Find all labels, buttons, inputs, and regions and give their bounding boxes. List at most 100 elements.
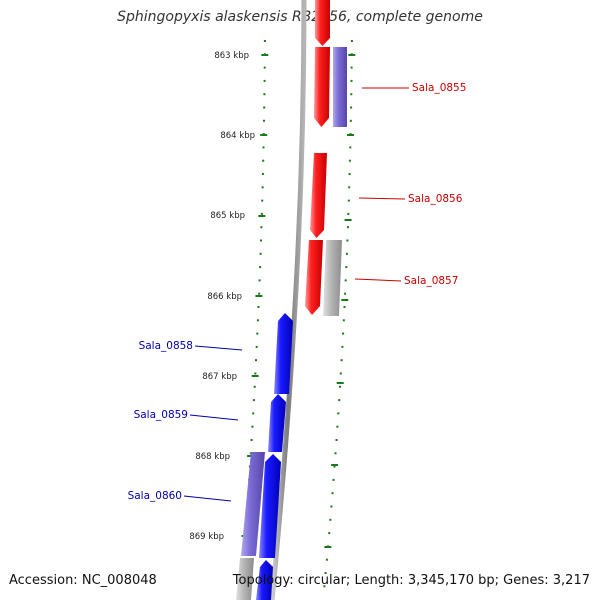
tick-dot (255, 345, 258, 348)
tick-major (347, 134, 354, 136)
tick-major (344, 219, 352, 221)
tick-dot (346, 239, 349, 242)
gene-leader-lines (183, 87, 409, 502)
gene-sala-0857[interactable] (305, 240, 323, 315)
gene-sala-0855[interactable] (314, 47, 330, 127)
tick-dot (261, 199, 264, 202)
tick-major (247, 455, 255, 457)
tick-dot (348, 159, 351, 162)
gene-sala-0859[interactable] (268, 394, 286, 452)
tick-label: 865 kbp (210, 211, 245, 221)
gene-reverse-bottom[interactable] (256, 560, 273, 600)
tick-major (331, 464, 339, 466)
length-label: Length: (354, 573, 404, 588)
tick-major (251, 375, 259, 377)
tick-dot (342, 332, 345, 335)
tick-dot (338, 399, 341, 402)
tick-dot (331, 492, 334, 495)
gene-sala-0860[interactable] (259, 454, 281, 558)
gene-label-sala-0858[interactable]: Sala_0858 (139, 340, 193, 352)
tick-dot (329, 518, 332, 521)
tick-dot (347, 199, 350, 202)
tick-dot (344, 292, 347, 295)
accession-label: Accession: (9, 573, 78, 588)
tick-dot (348, 186, 351, 189)
tick-dot (341, 345, 344, 348)
gene-sala-0856[interactable] (310, 153, 327, 238)
gene-other-purple-2[interactable] (241, 452, 265, 556)
tick-dot (350, 93, 353, 96)
gene-label-sala-0855[interactable]: Sala_0855 (412, 82, 466, 94)
tick-dot (254, 372, 257, 375)
tick-dot (253, 385, 256, 388)
tick-dot (263, 40, 266, 42)
gene-other-gray-2[interactable] (236, 558, 254, 600)
tick-dot (262, 159, 265, 162)
gene-sala-0858[interactable] (274, 313, 293, 394)
genes-value: 3,217 (552, 573, 590, 588)
genes-label: Genes: (503, 573, 549, 588)
tick-label: 866 kbp (207, 292, 242, 302)
tick-dot (350, 79, 353, 82)
leader-sala-0857 (354, 278, 402, 282)
gene-forward-top[interactable] (315, 0, 330, 46)
tick-dot (336, 425, 339, 428)
tick-dot (346, 226, 349, 229)
tick-dot (261, 186, 264, 189)
tick-dot (349, 146, 352, 149)
tick-dot (345, 266, 348, 269)
gene-label-sala-0859[interactable]: Sala_0859 (134, 409, 188, 421)
leader-sala-0859 (189, 414, 239, 421)
leader-sala-0858 (194, 345, 243, 351)
tick-dot (350, 106, 353, 109)
topology-value: circular (297, 573, 346, 588)
tick-dot (260, 239, 262, 242)
tick-major (261, 54, 269, 56)
tick-major (336, 382, 344, 384)
gene-label-sala-0856[interactable]: Sala_0856 (408, 193, 463, 205)
gene-other-gray-1[interactable] (323, 240, 342, 316)
tick-dot (252, 412, 255, 415)
tick-dot (347, 212, 350, 215)
tick-dot (261, 173, 264, 175)
tick-label: 868 kbp (195, 452, 230, 462)
tick-dot (350, 66, 353, 69)
tick-major (255, 295, 263, 297)
tick-dot (332, 478, 335, 481)
tick-dot (325, 558, 328, 561)
map-title: Sphingopyxis alaskensis RB2256, complete… (117, 9, 483, 25)
genome-summary: Topology: circular; Length: 3,345,170 bp… (232, 573, 590, 588)
gene-label-sala-0857[interactable]: Sala_0857 (404, 275, 458, 287)
tick-dot (263, 106, 266, 109)
tick-major (341, 299, 349, 301)
tick-dot (350, 40, 353, 42)
tick-dot (258, 279, 261, 282)
tick-dot (259, 266, 262, 269)
tick-label: 864 kbp (220, 131, 255, 141)
tick-label: 863 kbp (214, 51, 249, 61)
tick-major (324, 546, 332, 548)
tick-dot (256, 332, 259, 335)
tick-dot (345, 252, 348, 255)
accession-value: NC_008048 (81, 573, 157, 588)
tick-dot (348, 173, 351, 175)
tick-dot (339, 385, 341, 388)
tick-dot (328, 532, 331, 535)
gene-other-purple-1[interactable] (333, 47, 347, 127)
tick-dot (349, 119, 352, 122)
genome-backbone (269, 0, 307, 600)
tick-dot (250, 439, 253, 441)
tick-dot (256, 319, 259, 322)
tick-major (258, 215, 266, 217)
topology-label: Topology: (232, 573, 294, 588)
tick-major (260, 134, 268, 136)
tick-dot (339, 372, 342, 375)
tick-dot (340, 359, 343, 362)
gene-label-sala-0860[interactable]: Sala_0860 (128, 490, 182, 502)
tick-dot (262, 146, 265, 149)
tick-label: 869 kbp (189, 532, 224, 542)
leader-sala-0856 (358, 197, 406, 200)
gene-labels: Sala_0855 Sala_0856 Sala_0857 Sala_0858 … (128, 82, 467, 502)
accession-info: Accession: NC_008048 (9, 573, 157, 588)
